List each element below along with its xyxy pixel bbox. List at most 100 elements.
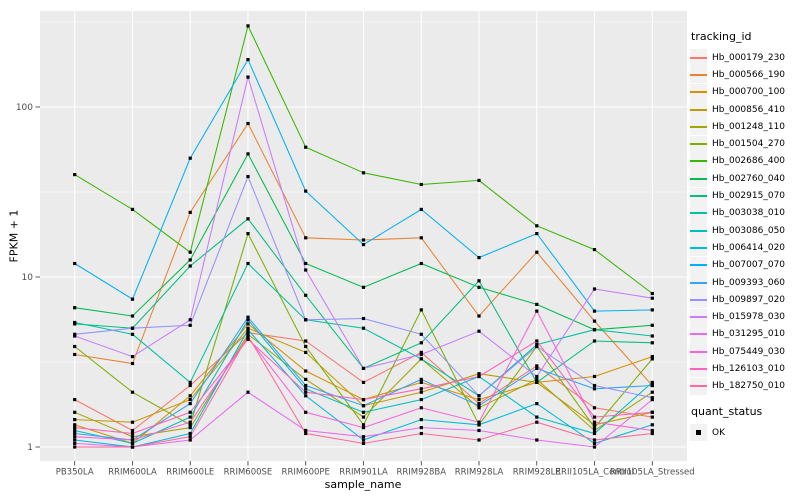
legend-item: Hb_000179_230: [690, 49, 798, 67]
data-point: [361, 366, 366, 370]
data-point: [650, 415, 654, 419]
data-point: [188, 426, 192, 430]
data-point: [419, 236, 423, 240]
data-point: [592, 328, 597, 332]
data-point: [73, 352, 77, 357]
data-point: [535, 224, 539, 228]
data-point: [361, 285, 366, 289]
legend-key: [690, 204, 707, 222]
data-point: [477, 314, 481, 318]
legend-color-line: [690, 125, 707, 128]
data-point: [419, 377, 423, 381]
data-point: [188, 264, 192, 268]
data-point: [361, 438, 366, 442]
data-point: [304, 145, 308, 149]
data-point: [592, 287, 597, 291]
legend-key: [690, 66, 707, 84]
legend-key: [690, 308, 707, 326]
legend-item: Hb_000566_190: [690, 66, 798, 84]
data-point: [535, 344, 539, 349]
data-point: [650, 296, 654, 300]
data-point: [130, 441, 135, 445]
legend-item: Hb_000700_100: [690, 83, 798, 101]
legend-item-label: Hb_007007_070: [712, 260, 786, 271]
data-point: [188, 394, 192, 398]
data-point: [73, 334, 77, 338]
legend-item-label: Hb_009393_060: [712, 277, 786, 288]
legend-key: [690, 135, 707, 153]
data-point: [477, 394, 481, 398]
legend-quant-items: OK: [690, 424, 798, 442]
data-point: [246, 217, 250, 221]
data-point: [73, 320, 77, 325]
data-point: [477, 404, 481, 408]
legend-key: [690, 118, 707, 136]
data-point: [188, 156, 192, 160]
data-point: [130, 435, 135, 439]
data-point: [73, 423, 77, 427]
data-point: [246, 334, 250, 338]
data-point: [477, 423, 481, 427]
legend-color-line: [690, 177, 707, 180]
data-point: [73, 344, 77, 349]
x-tick-label: RRIM928LE: [513, 468, 561, 478]
data-point: [246, 332, 250, 336]
data-point: [73, 428, 77, 433]
data-point: [535, 339, 539, 343]
data-point: [535, 420, 539, 424]
legend-color-line: [690, 246, 707, 249]
data-point: [477, 256, 481, 260]
data-point: [130, 314, 135, 318]
data-point: [477, 428, 481, 433]
x-tick-label: RRII105LA_Control: [555, 468, 634, 478]
legend-color-line: [690, 56, 707, 59]
data-point: [419, 352, 423, 357]
legend-item-label: Hb_000700_100: [712, 87, 786, 98]
x-tick-label: RRIM600LE: [166, 468, 214, 478]
data-point: [535, 250, 539, 254]
legend-quant-title: quant_status: [691, 404, 763, 418]
data-point: [188, 258, 192, 262]
data-point: [188, 323, 192, 327]
data-point: [361, 171, 366, 175]
data-point: [304, 394, 308, 398]
legend-item-label: Hb_002915_070: [712, 191, 786, 202]
legend-tracking-items: Hb_000179_230 Hb_000566_190 Hb_000700_100 H…: [690, 49, 798, 395]
data-point: [188, 410, 192, 414]
data-point: [535, 232, 539, 236]
data-point: [246, 261, 250, 266]
legend-item-label: Hb_002686_400: [712, 156, 786, 167]
data-point: [650, 291, 654, 296]
data-point: [592, 374, 597, 379]
data-point: [361, 410, 366, 414]
data-point: [304, 390, 308, 394]
data-point: [246, 121, 250, 126]
data-point: [304, 369, 308, 373]
legend-color-line: [690, 212, 707, 215]
legend-key: [690, 222, 707, 240]
data-point: [650, 308, 654, 312]
data-point: [477, 329, 481, 333]
data-point: [419, 398, 423, 402]
legend-key: [690, 187, 707, 205]
data-point: [419, 431, 423, 436]
data-point: [419, 350, 423, 354]
data-point: [304, 261, 308, 266]
legend-color-line: [690, 143, 707, 146]
legend-item-label: Hb_126103_010: [712, 363, 786, 374]
data-point: [592, 431, 597, 436]
data-point: [419, 357, 423, 361]
data-point: [535, 377, 539, 381]
data-point: [304, 410, 308, 414]
data-point: [361, 238, 366, 242]
data-point: [246, 152, 250, 156]
data-point: [188, 380, 192, 384]
data-point: [73, 306, 77, 310]
legend-color-line: [690, 160, 707, 163]
data-point: [361, 423, 366, 427]
data-point: [246, 58, 250, 62]
x-axis-title: sample_name: [324, 478, 402, 491]
legend-key: [690, 152, 707, 170]
